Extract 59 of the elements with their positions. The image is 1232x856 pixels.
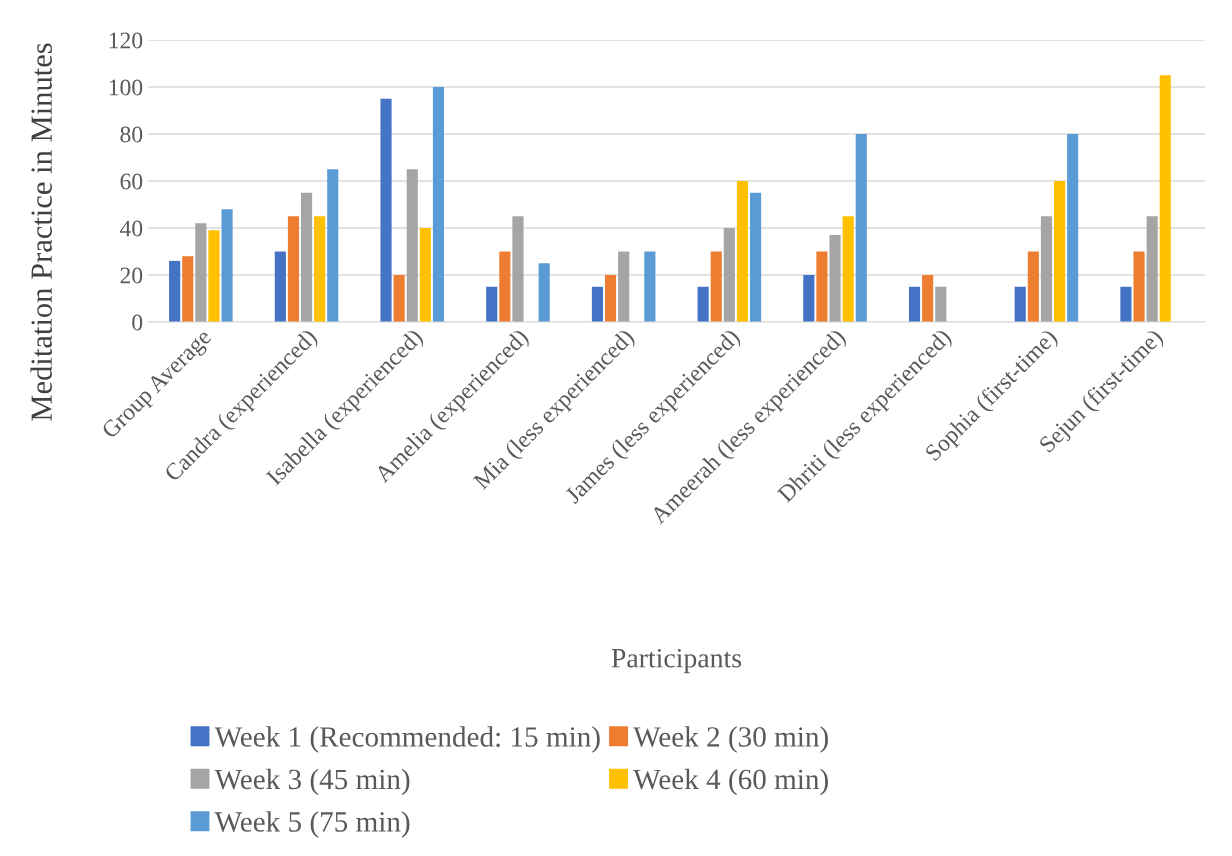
legend-label: Week 5 (75 min) <box>214 811 410 838</box>
bar <box>512 216 524 322</box>
bar <box>432 87 445 322</box>
bar <box>486 286 498 322</box>
x-axis-title: Participants <box>611 648 742 674</box>
y-tick-label: 0 <box>132 314 143 331</box>
y-tick-label: 100 <box>109 79 143 96</box>
legend-label: Week 3 (45 min) <box>214 768 410 796</box>
bar <box>604 275 617 322</box>
bar <box>710 251 722 322</box>
y-tick-label: 60 <box>120 173 143 190</box>
bar <box>803 275 815 322</box>
bar <box>169 260 181 322</box>
bar <box>842 216 854 322</box>
y-axis-title: Meditation Practice in Minutes <box>30 43 52 421</box>
bar <box>697 286 709 322</box>
y-tick-label: 40 <box>119 220 143 237</box>
bar <box>314 216 326 322</box>
bar <box>1067 134 1079 322</box>
bar <box>538 263 550 322</box>
bar <box>1014 286 1026 322</box>
y-tick-label: 120 <box>109 32 143 49</box>
legend-label: Week 1 (Recommended: 15 min) <box>214 726 600 753</box>
bar <box>723 228 735 322</box>
bar <box>749 192 762 322</box>
bar <box>1120 286 1132 322</box>
y-tick-label: 20 <box>120 267 143 284</box>
bar <box>208 230 220 322</box>
y-tick-label: 80 <box>120 126 143 143</box>
bar <box>829 235 841 322</box>
bar <box>591 286 604 322</box>
bar <box>1146 216 1158 322</box>
bar <box>327 169 339 322</box>
bar <box>1027 251 1039 322</box>
bar <box>406 169 418 322</box>
bar <box>221 209 233 322</box>
bar <box>380 98 392 322</box>
bar <box>274 251 286 322</box>
legend-label: Week 2 (30 min) <box>633 726 828 753</box>
bar <box>1159 75 1171 322</box>
bar <box>908 286 921 322</box>
bar <box>922 275 934 322</box>
legend-label: Week 4 (60 min) <box>633 768 828 796</box>
bar <box>1133 251 1145 322</box>
bar <box>816 251 828 322</box>
bar <box>182 256 194 322</box>
bar <box>1053 181 1066 322</box>
bar <box>393 275 405 322</box>
bar <box>499 251 511 322</box>
bar <box>1040 216 1053 322</box>
bar <box>618 251 630 322</box>
bar <box>300 192 313 322</box>
bar <box>855 134 867 322</box>
bar <box>195 223 207 322</box>
bar <box>644 251 656 322</box>
bar <box>935 286 947 322</box>
bar <box>736 181 749 322</box>
bar <box>419 228 431 322</box>
bar <box>287 216 300 322</box>
